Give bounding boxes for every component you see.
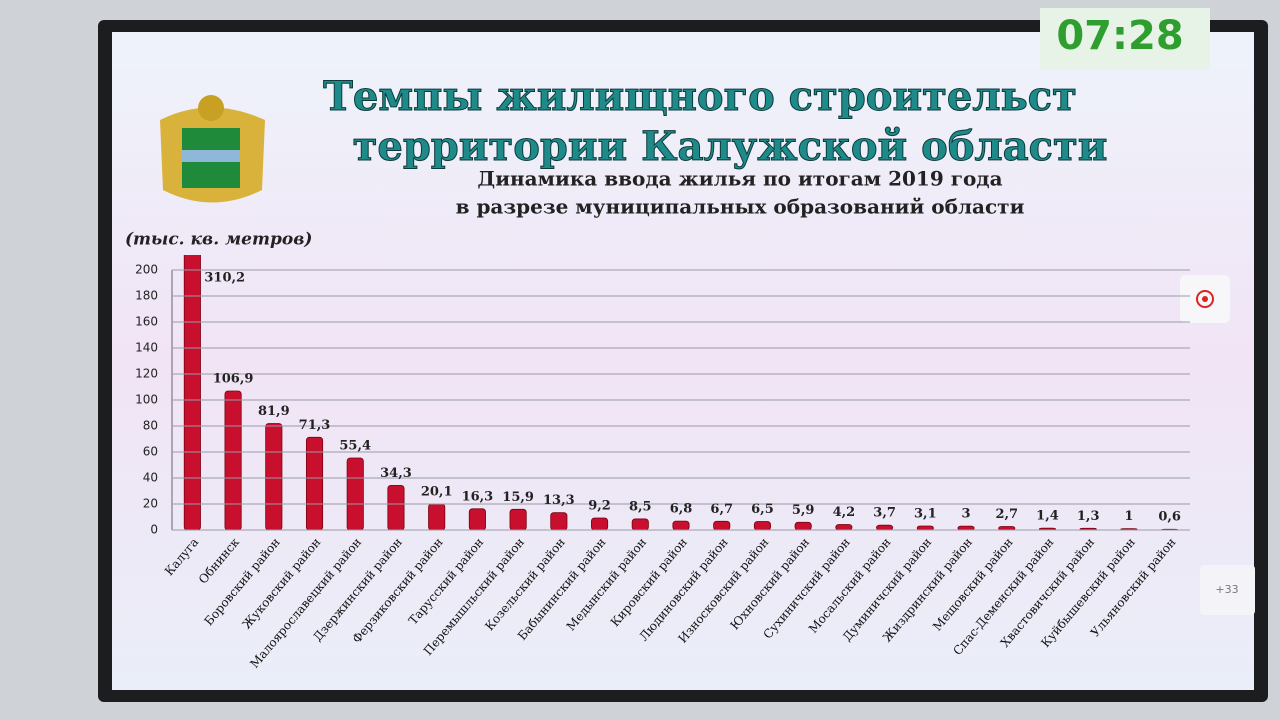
y-tick-label: 120 <box>135 367 158 381</box>
value-label: 13,3 <box>543 493 575 508</box>
bar <box>957 525 975 531</box>
value-label: 55,4 <box>339 438 371 453</box>
record-icon <box>1202 296 1208 302</box>
bar <box>387 485 405 531</box>
clock-box <box>1040 8 1210 70</box>
value-label: 310,2 <box>204 271 245 286</box>
title-line: Темпы жилищного строительст <box>323 73 1077 120</box>
bar <box>224 390 242 531</box>
y-tick-label: 100 <box>135 393 158 407</box>
y-tick-label: 140 <box>135 341 158 355</box>
bar <box>998 526 1016 531</box>
subtitle: Динамика ввода жилья по итогам 2019 года <box>477 167 1002 191</box>
record-icon <box>1196 290 1214 308</box>
value-label: 34,3 <box>380 466 412 481</box>
y-tick-label: 160 <box>135 315 158 329</box>
y-tick-label: 20 <box>143 497 158 511</box>
screen <box>112 32 1254 690</box>
value-label: 6,8 <box>670 502 693 517</box>
bar <box>713 520 731 531</box>
value-label: 3 <box>962 507 971 522</box>
bar <box>346 457 364 531</box>
plot <box>183 255 1179 531</box>
y-tick-label: 0 <box>150 523 158 537</box>
value-label: 5,9 <box>792 503 815 518</box>
value-label: 81,9 <box>258 404 290 419</box>
y-tick-label: 60 <box>143 445 158 459</box>
bar <box>265 423 283 531</box>
value-label: 2,7 <box>995 507 1018 522</box>
bar <box>509 508 527 531</box>
bar <box>753 521 771 531</box>
value-label: 3,7 <box>873 506 896 521</box>
value-label: 1,3 <box>1077 509 1100 524</box>
y-tick-label: 80 <box>143 419 158 433</box>
bar <box>468 508 486 531</box>
bar <box>428 503 446 531</box>
value-label: 71,3 <box>299 418 331 433</box>
value-label: 9,2 <box>588 499 611 514</box>
value-label: 20,1 <box>421 484 453 499</box>
y-tick-label: 200 <box>135 263 158 277</box>
value-label: 106,9 <box>213 372 254 387</box>
value-label: 6,5 <box>751 502 774 517</box>
value-label: 3,1 <box>914 506 937 521</box>
coat-of-arms <box>160 95 265 203</box>
bar <box>305 436 324 531</box>
bar <box>591 517 609 531</box>
bar <box>672 520 690 531</box>
subtitle: в разрезе муниципальных образований обла… <box>456 195 1025 219</box>
value-label: 0,6 <box>1158 510 1181 525</box>
clock: 07:28 <box>1056 13 1183 59</box>
bar <box>631 518 649 531</box>
value-label: 16,3 <box>462 489 494 504</box>
y-axis-label: (тыс. кв. метров) <box>125 230 312 250</box>
bar <box>835 524 853 531</box>
y-tick-label: 180 <box>135 289 158 303</box>
value-label: 15,9 <box>502 490 534 505</box>
bar <box>876 524 894 531</box>
bar <box>916 525 934 531</box>
badge-box <box>1200 565 1255 615</box>
bar <box>794 521 812 531</box>
value-label: 1 <box>1124 509 1133 524</box>
badge: +33 <box>1215 583 1238 596</box>
value-label: 4,2 <box>833 505 856 520</box>
y-tick-label: 40 <box>143 471 158 485</box>
value-label: 6,7 <box>710 502 733 517</box>
bar <box>550 512 568 531</box>
value-label: 8,5 <box>629 499 652 514</box>
value-label: 1,4 <box>1036 509 1059 524</box>
title-line: территории Калужской области <box>353 123 1108 170</box>
